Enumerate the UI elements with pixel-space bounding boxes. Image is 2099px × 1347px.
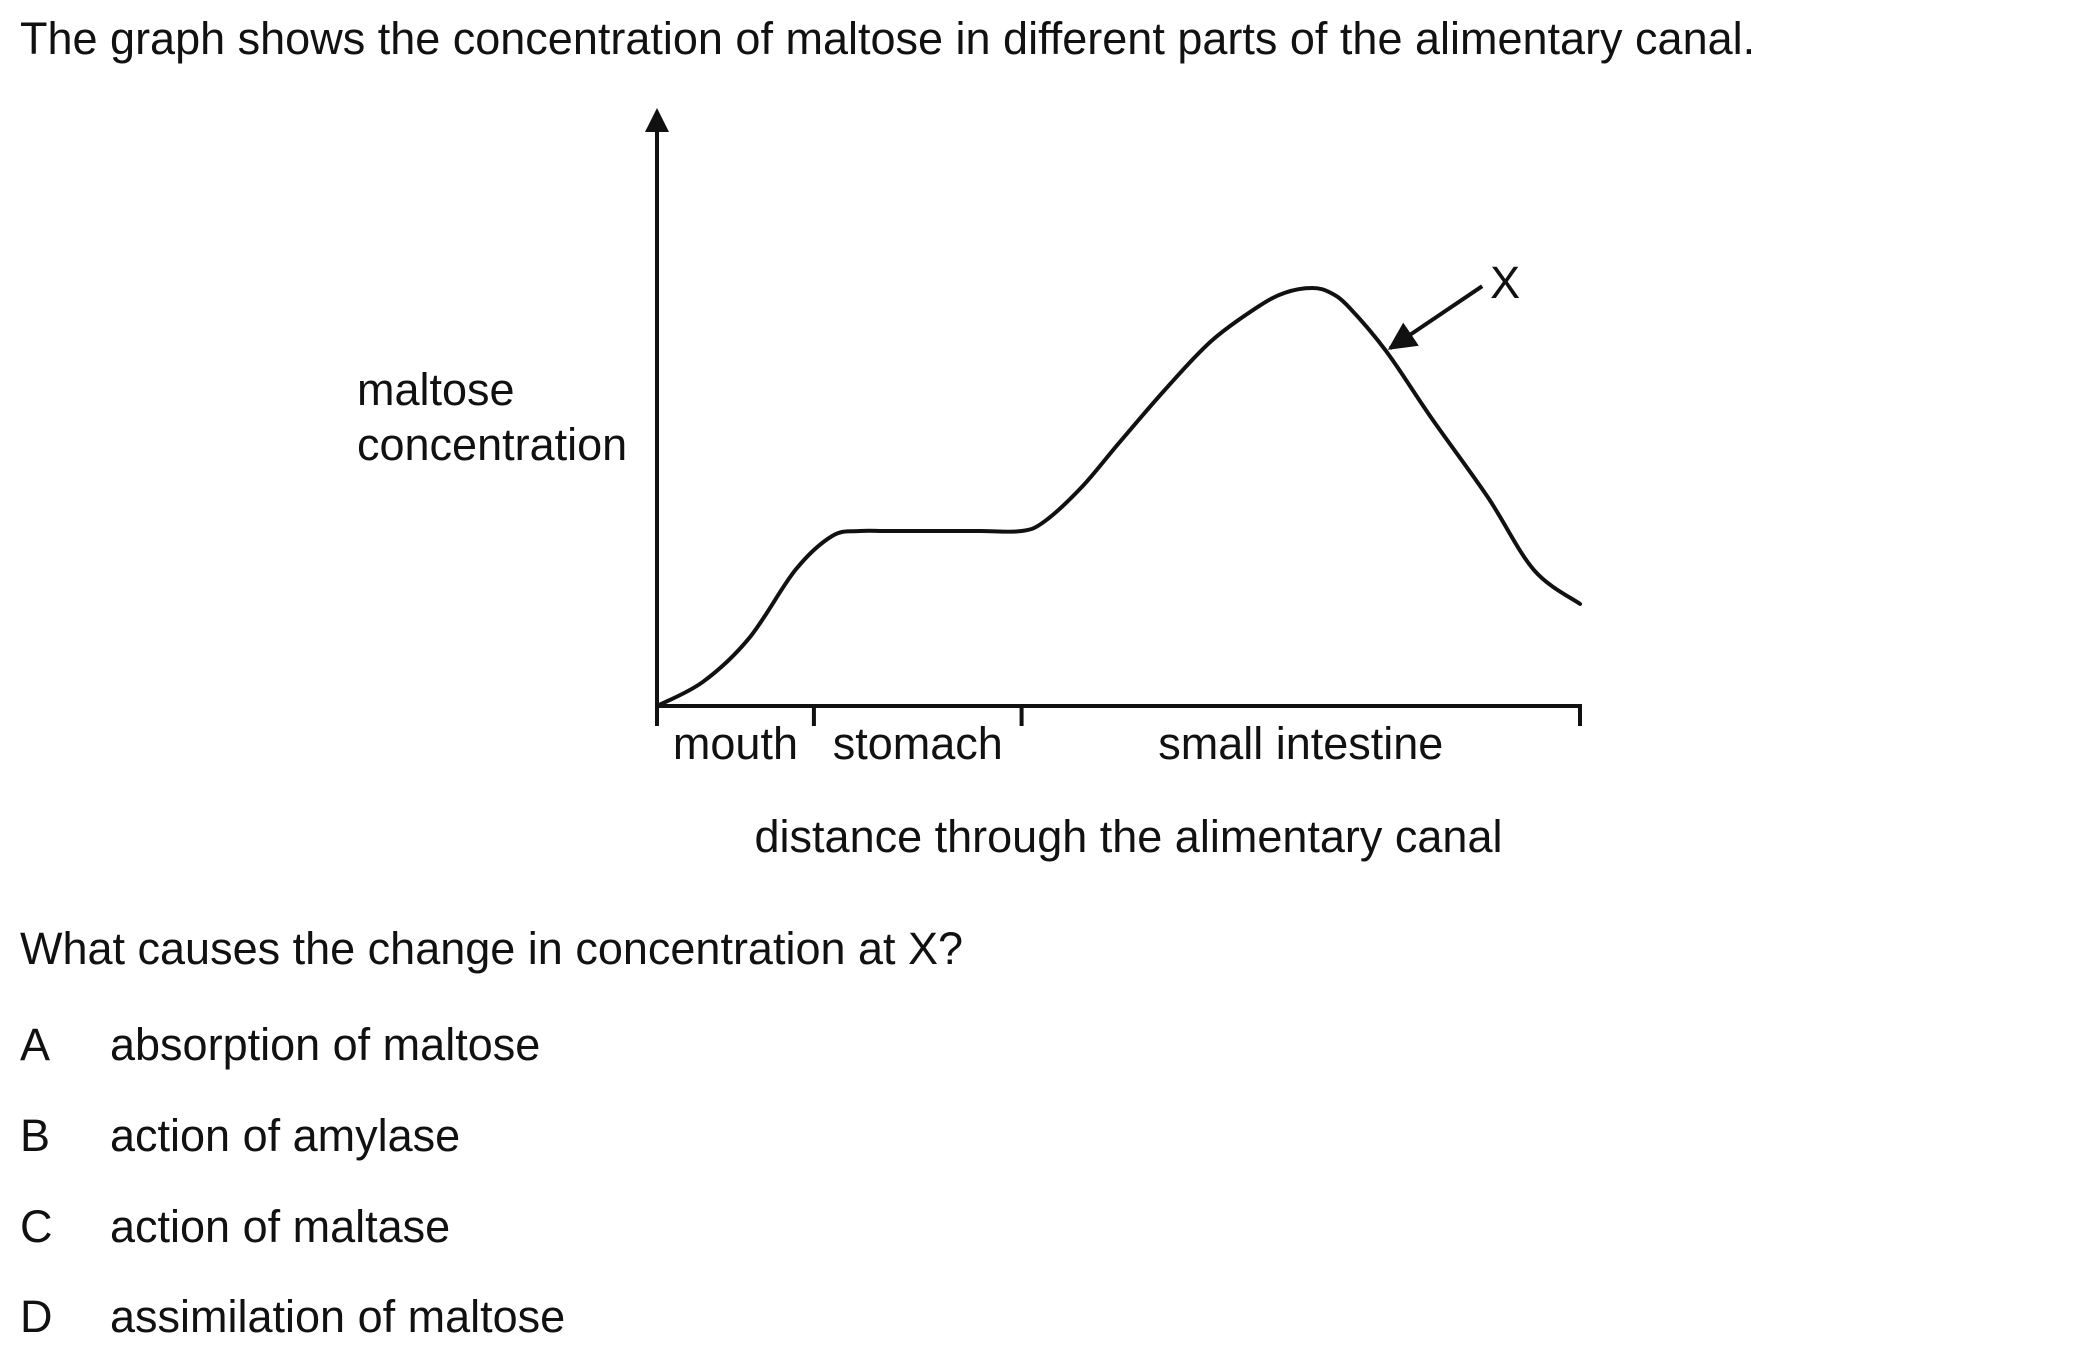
maltose-curve (655, 286, 1582, 708)
x-region-label-stomach: stomach (833, 718, 1003, 769)
option-d-text: assimilation of maltose (110, 1291, 566, 1342)
y-axis-label-line-0: maltose (357, 364, 515, 415)
option-c-letter: C (20, 1201, 53, 1252)
option-d-letter: D (20, 1291, 53, 1342)
maltose-concentration-chart: mouth stomach small intestine distance thro… (357, 108, 1582, 862)
option-b-letter: B (20, 1110, 51, 1161)
annotation-label-x: X (1490, 257, 1520, 308)
option-a-letter: A (20, 1019, 51, 1070)
question-prompt: What causes the change in concentration … (20, 923, 964, 974)
x-axis-label: distance through the alimentary canal (755, 811, 1503, 862)
question-intro: The graph shows the concentration of mal… (20, 13, 1756, 64)
option-b-text: action of amylase (110, 1110, 461, 1161)
x-region-label-small-intestine: small intestine (1158, 718, 1443, 769)
x-region-label-mouth: mouth (673, 718, 798, 769)
option-a-text: absorption of maltose (110, 1019, 541, 1070)
annotation-pointer-arrow (1387, 284, 1484, 350)
y-axis-label-line-1: concentration (357, 419, 627, 470)
option-c-text: action of maltase (110, 1201, 451, 1252)
